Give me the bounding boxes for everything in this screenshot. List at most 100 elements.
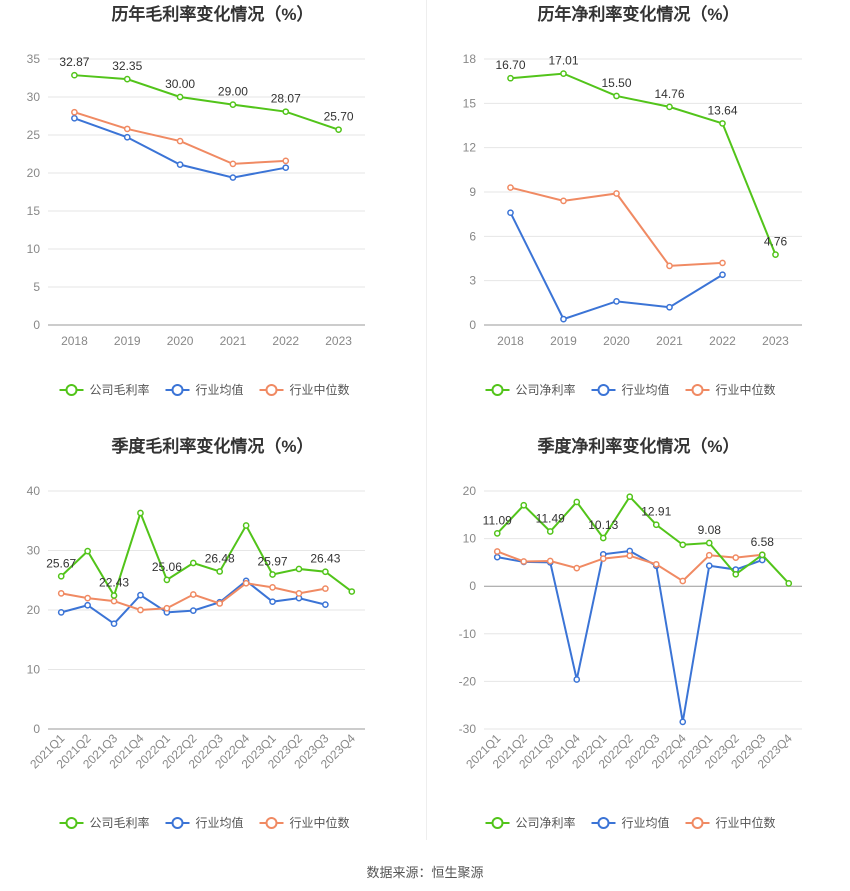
- annual-gross-median-point: [176, 137, 184, 145]
- annual-net-company-point: [507, 74, 514, 82]
- quarterly-net-data-label: 9.08: [698, 523, 722, 537]
- annual-net-legend-company-label: 公司净利率: [516, 382, 576, 397]
- quarterly-gross-avg-point: [137, 591, 144, 599]
- annual-net-median-point: [613, 190, 620, 197]
- annual-gross-title: 历年毛利率变化情况（%）: [111, 4, 313, 24]
- quarterly-net-company-point: [652, 521, 660, 529]
- quarterly-gross-data-label: 25.97: [258, 554, 288, 568]
- quarterly-gross-company-point: [84, 547, 91, 555]
- quarterly-gross-svg: 季度毛利率变化情况（%）0102030402021Q12021Q22021Q32…: [27, 436, 365, 830]
- annual-gross-avg-point: [176, 161, 184, 168]
- quarterly-gross-median-point: [295, 589, 303, 597]
- quarterly-gross-legend-company-label: 公司毛利率: [90, 815, 150, 830]
- quarterly-net-median-point: [493, 548, 501, 555]
- quarterly-gross-legend-median-marker: [265, 817, 278, 829]
- annual-net-company-point: [719, 120, 726, 127]
- annual-gross-company-point: [229, 101, 237, 108]
- quarterly-gross-data-label: 26.48: [205, 551, 235, 565]
- quarterly-gross-y-tick-label: 40: [27, 484, 41, 498]
- quarterly-net-avg-point: [679, 718, 687, 726]
- quarterly-net-median-point: [626, 552, 634, 560]
- annual-net-x-tick-label: 2021: [656, 334, 683, 348]
- quarterly-net-title: 季度净利率变化情况（%）: [537, 436, 739, 456]
- quarterly-net-legend-company-label: 公司净利率: [516, 815, 576, 830]
- annual-gross-median-point: [229, 160, 237, 168]
- annual-gross-y-tick-label: 10: [27, 242, 41, 256]
- quarterly-gross-data-label: 22.43: [99, 576, 129, 590]
- annual-gross-company-series-line: [74, 74, 339, 131]
- quarterly-net-data-label: 6.58: [751, 535, 775, 549]
- annual-net-y-tick-label: 15: [463, 96, 477, 110]
- annual-net-y-tick-label: 6: [469, 229, 476, 243]
- quarterly-gross-y-tick-label: 20: [27, 603, 41, 617]
- annual-gross-legend-company-label: 公司毛利率: [90, 382, 150, 397]
- annual-net-title: 历年净利率变化情况（%）: [537, 4, 739, 24]
- quarterly-net-company-point: [679, 541, 687, 549]
- annual-net-legend-median-marker: [691, 384, 704, 396]
- annual-gross-data-label: 32.35: [112, 59, 142, 73]
- annual-gross-x-tick-label: 2020: [167, 334, 194, 348]
- annual-net-median-point: [507, 184, 514, 191]
- quarterly-gross-median-point: [242, 579, 250, 587]
- quarterly-net-legend-avg-label: 行业均值: [622, 815, 670, 830]
- quarterly-gross-y-tick-label: 0: [33, 722, 40, 736]
- annual-gross-data-label: 32.87: [59, 55, 89, 69]
- annual-gross-x-tick-label: 2022: [272, 334, 299, 348]
- annual-net-y-tick-label: 3: [469, 274, 476, 288]
- annual-gross-svg: 历年毛利率变化情况（%） 0 5 10 15 20 25 30 35 2018 2019 2020 20…: [27, 4, 365, 397]
- annual-gross-y-tick-label: 0: [33, 318, 40, 332]
- annual-gross-company-point: [282, 108, 290, 116]
- annual-net-y-tick-label: 18: [463, 52, 477, 66]
- quarterly-net-median-point: [546, 557, 554, 565]
- quarterly-gross-company-point: [57, 572, 65, 580]
- quarterly-net-y-tick-label: -20: [459, 674, 477, 688]
- quarterly-gross-company-point: [269, 571, 276, 578]
- quarterly-net-data-label: 11.09: [483, 513, 512, 527]
- quarterly-gross-legend-median-label: 行业中位数: [290, 815, 350, 830]
- annual-gross-x-tick-label: 2021: [220, 334, 247, 348]
- annual-net-data-label: 13.64: [707, 103, 737, 117]
- annual-gross-data-label: 28.07: [271, 92, 301, 106]
- quarterly-net-svg: 季度净利率变化情况（%）-30-20-10010202021Q12021Q220…: [459, 436, 802, 830]
- annual-gross-y-tick-label: 15: [27, 204, 41, 218]
- quarterly-gross-company-series-line: [60, 510, 353, 598]
- annual-net-avg-point: [560, 315, 567, 323]
- quarterly-net-median-point: [732, 554, 740, 561]
- quarterly-net-y-tick-label: -30: [459, 722, 477, 736]
- quarterly-gross-legend-avg-label: 行业均值: [196, 815, 244, 830]
- quarterly-gross-median-point: [137, 606, 144, 614]
- annual-gross-avg-point: [123, 133, 131, 141]
- quarterly-gross-company-point: [216, 568, 224, 575]
- annual-gross-data-label: 29.00: [218, 85, 248, 99]
- quarterly-net-legend-median-label: 行业中位数: [716, 815, 776, 830]
- quarterly-gross-title: 季度毛利率变化情况（%）: [111, 436, 313, 456]
- annual-net-legend-avg-marker: [597, 384, 610, 396]
- quarterly-net-company-point: [546, 528, 554, 535]
- annual-net-y-tick-label: 0: [469, 318, 476, 332]
- annual-net-data-label: 17.01: [548, 54, 578, 68]
- quarterly-net-company-point: [520, 501, 528, 509]
- annual-net-avg-point: [507, 209, 514, 217]
- annual-gross-avg-series-line: [74, 117, 286, 179]
- quarterly-gross-company-point: [295, 565, 303, 573]
- quarterly-net-median-point: [520, 558, 528, 565]
- annual-gross-legend-median-marker: [265, 384, 278, 396]
- annual-gross-avg-point: [71, 114, 78, 122]
- annual-net-data-label: 16.70: [495, 58, 525, 72]
- annual-gross-company-point: [335, 126, 342, 134]
- annual-net-company-point: [560, 70, 567, 77]
- annual-gross-median-point: [282, 157, 290, 165]
- quarterly-gross-chart: 季度毛利率变化情况（%） 0 10 20 30 40 2021Q1 2021Q2 2021Q3 2…: [0, 432, 425, 862]
- annual-gross-y-tick-label: 25: [27, 128, 41, 142]
- quarterly-net-company-point: [705, 539, 713, 547]
- annual-net-x-tick-label: 2022: [709, 334, 736, 348]
- annual-gross-y-tick-label: 5: [33, 280, 40, 294]
- quarterly-net-company-point: [573, 498, 581, 506]
- annual-gross-median-point: [71, 108, 78, 116]
- quarterly-net-avg-point: [573, 676, 581, 683]
- quarterly-gross-data-label: 26.43: [310, 552, 340, 566]
- quarterly-gross-avg-point: [322, 601, 329, 608]
- annual-net-x-tick-label: 2019: [550, 334, 577, 348]
- annual-gross-y-tick-label: 35: [27, 52, 41, 66]
- quarterly-gross-company-point: [137, 509, 144, 517]
